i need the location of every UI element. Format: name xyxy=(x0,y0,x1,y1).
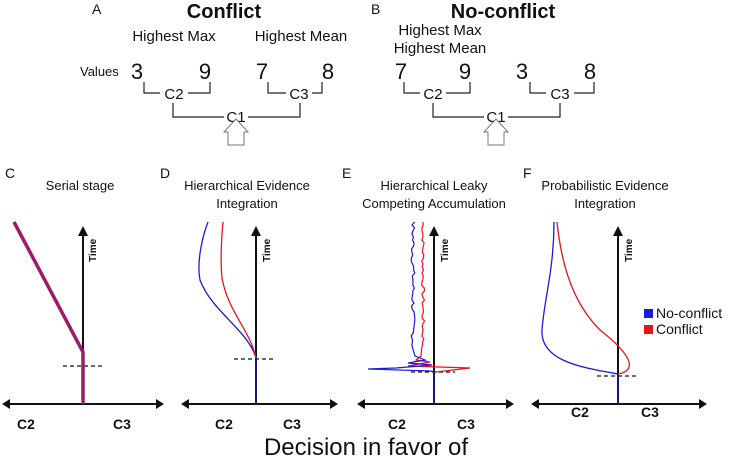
panel-c: C Serial stage Time C2 C3 xyxy=(2,165,164,432)
panel-d-no-conflict-path xyxy=(198,221,257,359)
panel-f-title-line: Integration xyxy=(574,196,635,211)
panel-c-time-label: Time xyxy=(88,238,99,262)
panel-d-right-arrowhead xyxy=(330,399,338,409)
panel-c-c3-label: C3 xyxy=(113,416,131,432)
panel-b-title: No-conflict xyxy=(451,1,556,23)
panel-d: D Hierarchical Evidence Integration Time… xyxy=(160,165,338,432)
legend-swatch-no-conflict xyxy=(644,309,653,318)
panel-e-right-arrowhead xyxy=(506,399,514,409)
panel-c-time-arrowhead xyxy=(78,226,88,236)
x-axis-title: Decision in favor of xyxy=(264,434,468,458)
panel-c-left-arrowhead xyxy=(2,399,10,409)
panel-b-label-line2: Highest Mean xyxy=(394,40,487,57)
panel-a-node-c3: C3 xyxy=(289,86,308,103)
panel-e-letter: E xyxy=(342,165,351,181)
panel-a-left-label: Highest Max xyxy=(132,28,216,45)
panel-b-label-line1: Highest Max xyxy=(398,22,482,39)
values-label: Values xyxy=(80,64,119,79)
panel-d-time-label: Time xyxy=(262,238,273,262)
panel-f-left-arrowhead xyxy=(531,399,539,409)
panel-a-value: 9 xyxy=(199,59,211,84)
panel-b-node-c1: C1 xyxy=(486,109,505,126)
panel-a-value: 7 xyxy=(256,59,268,84)
panel-f-no-conflict-path xyxy=(541,221,619,375)
legend-label-conflict: Conflict xyxy=(656,321,703,337)
panel-d-title-line: Integration xyxy=(216,196,277,211)
panel-b-value: 8 xyxy=(584,59,596,84)
panel-e-title-line: Competing Accumulation xyxy=(362,196,506,211)
panel-e: E Hierarchical Leaky Competing Accumulat… xyxy=(342,165,514,432)
panel-f-letter: F xyxy=(523,165,532,181)
panel-d-title-line: Hierarchical Evidence xyxy=(184,178,310,193)
panel-a-right-label: Highest Mean xyxy=(255,28,348,45)
panel-a-up-arrow-icon xyxy=(222,118,250,146)
panel-a-value: 3 xyxy=(131,59,143,84)
panel-f-conflict-path xyxy=(556,221,630,375)
panel-e-no-conflict-path xyxy=(367,221,437,373)
panel-a-value: 8 xyxy=(322,59,334,84)
panel-f-c2-label: C2 xyxy=(571,404,589,420)
panel-c-c2-label: C2 xyxy=(17,416,35,432)
panel-e-title-line: Hierarchical Leaky xyxy=(381,178,488,193)
panel-c-title-line: Serial stage xyxy=(46,178,115,193)
panel-d-left-arrowhead xyxy=(181,399,189,409)
panel-a-letter: A xyxy=(92,1,102,17)
panel-a-title: Conflict xyxy=(187,1,262,23)
panel-e-left-arrowhead xyxy=(357,399,365,409)
panel-d-letter: D xyxy=(160,165,170,181)
panel-b-letter: B xyxy=(371,1,380,17)
panel-b-node-c2: C2 xyxy=(423,86,442,103)
panel-d-c3-label: C3 xyxy=(283,416,301,432)
panel-f: F Probabilistic Evidence Integration Tim… xyxy=(523,165,707,420)
panel-c-right-arrowhead xyxy=(156,399,164,409)
panel-a-node-c2: C2 xyxy=(164,86,183,103)
panel-f-time-arrowhead xyxy=(613,226,623,236)
panel-f-c3-label: C3 xyxy=(641,404,659,420)
panel-b: B No-conflict Highest Max Highest Mean 7… xyxy=(371,1,596,146)
panel-c-letter: C xyxy=(5,165,15,181)
panel-f-right-arrowhead xyxy=(699,399,707,409)
panel-b-value: 7 xyxy=(395,59,407,84)
panel-f-time-label: Time xyxy=(624,238,635,262)
panel-a-tree-lines xyxy=(143,82,323,118)
legend-swatch-conflict xyxy=(644,325,653,334)
panel-e-time-arrowhead xyxy=(429,226,439,236)
panel-d-c2-label: C2 xyxy=(215,416,233,432)
legend-label-no-conflict: No-conflict xyxy=(656,305,722,321)
panel-b-tree-lines xyxy=(403,82,595,118)
panel-d-conflict-path xyxy=(220,221,257,359)
panel-b-value: 9 xyxy=(459,59,471,84)
panel-e-c3-label: C3 xyxy=(457,416,475,432)
legend: No-conflict Conflict xyxy=(644,305,722,337)
panel-e-conflict-path xyxy=(407,221,471,373)
panel-b-value: 3 xyxy=(516,59,528,84)
panel-c-serial-path xyxy=(12,221,85,404)
panel-a: A Conflict Highest Max Highest Mean Valu… xyxy=(80,1,348,146)
panel-f-title-line: Probabilistic Evidence xyxy=(541,178,668,193)
panel-b-up-arrow-icon xyxy=(482,118,510,146)
panel-b-node-c3: C3 xyxy=(550,86,569,103)
panel-e-time-label: Time xyxy=(440,238,451,262)
panel-a-node-c1: C1 xyxy=(226,109,245,126)
panel-e-c2-label: C2 xyxy=(388,416,406,432)
panel-d-time-arrowhead xyxy=(251,226,261,236)
